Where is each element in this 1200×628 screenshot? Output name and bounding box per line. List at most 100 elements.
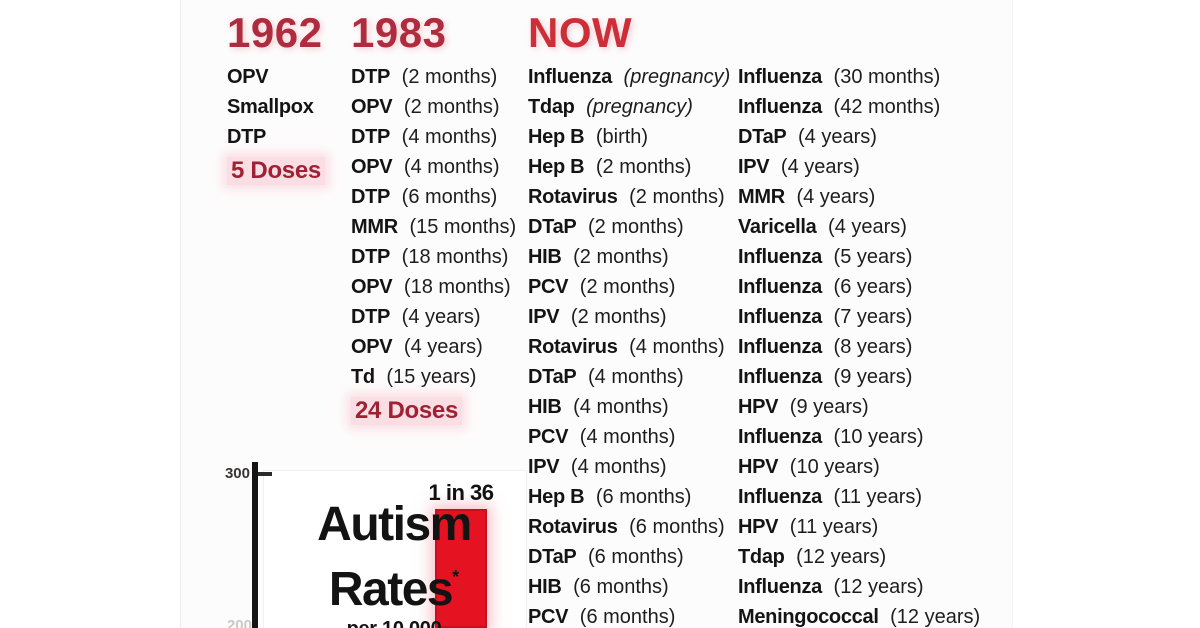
vaccine-name: Hep B — [528, 486, 585, 508]
vaccine-name: MMR — [738, 186, 785, 208]
vaccine-name: DTP — [351, 126, 391, 148]
vaccine-name: Tdap — [528, 96, 575, 118]
vaccine-name: Td — [351, 366, 375, 388]
vaccine-name: Influenza — [738, 96, 822, 118]
vaccine-row: HPV (10 years) — [738, 452, 980, 482]
vaccine-row: Influenza (9 years) — [738, 362, 980, 392]
vaccine-schedule: (4 years) — [403, 336, 483, 358]
vaccine-row: Rotavirus (6 months) — [528, 512, 730, 542]
vaccine-name: Influenza — [738, 246, 822, 268]
vaccine-row: Influenza (7 years) — [738, 302, 980, 332]
vaccine-list-1962: OPV Smallpox DTP — [227, 62, 325, 152]
vaccine-schedule: (11 years) — [833, 486, 923, 508]
vaccine-name: Influenza — [738, 276, 822, 298]
vaccine-row: Influenza (10 years) — [738, 422, 980, 452]
vaccine-name: HIB — [528, 396, 562, 418]
vaccine-schedule: (12 years) — [796, 546, 887, 568]
vaccine-schedule: (pregnancy) — [623, 66, 731, 88]
vaccine-row: HPV (9 years) — [738, 392, 980, 422]
vaccine-name: OPV — [227, 66, 269, 88]
column-now-2: Influenza (30 months) Influenza (42 mont… — [738, 62, 980, 628]
vaccine-name: Influenza — [738, 426, 822, 448]
vaccine-name: Rotavirus — [528, 336, 618, 358]
vaccine-schedule: (2 months) — [595, 156, 692, 178]
vaccine-schedule: (4 months) — [573, 396, 669, 418]
vaccine-schedule: (2 months) — [629, 186, 725, 208]
vaccine-name: DTaP — [738, 126, 787, 148]
vaccine-row: Tdap (12 years) — [738, 542, 980, 572]
vaccine-schedule: (4 months) — [588, 366, 684, 388]
vaccine-list-now-2: Influenza (30 months) Influenza (42 mont… — [738, 62, 980, 628]
vaccine-schedule: (4 years) — [796, 186, 876, 208]
vaccine-row: Influenza (5 years) — [738, 242, 980, 272]
vaccine-name: HPV — [738, 516, 779, 538]
vaccine-schedule: (4 years) — [828, 216, 907, 238]
vaccine-schedule: (4 months) — [570, 456, 667, 478]
vaccine-name: DTP — [351, 306, 391, 328]
vaccine-schedule: (2 months) — [588, 216, 684, 238]
vaccine-name: Influenza — [738, 66, 822, 88]
vaccine-name: Influenza — [738, 366, 822, 388]
vaccine-name: HIB — [528, 576, 562, 598]
vaccine-row: Influenza (pregnancy) — [528, 62, 730, 92]
vaccine-schedule: (18 months) — [401, 246, 509, 268]
chart-title-asterisk: * — [452, 567, 460, 587]
vaccine-row: OPV (4 months) — [351, 152, 516, 182]
vaccine-schedule: (6 months) — [595, 486, 692, 508]
chart-title-block: Autism Rates* per 10,000 — [265, 499, 523, 628]
vaccine-row: OPV (4 years) — [351, 332, 516, 362]
vaccine-row: Hep B (birth) — [528, 122, 730, 152]
vaccine-name: OPV — [351, 276, 393, 298]
vaccine-name: Hep B — [528, 126, 585, 148]
vaccine-schedule: (2 months) — [579, 276, 676, 298]
vaccine-schedule: (birth) — [595, 126, 649, 148]
vaccine-list-1983: DTP (2 months) OPV (2 months) DTP (4 mon… — [351, 62, 516, 392]
vaccine-name: Hep B — [528, 156, 585, 178]
vaccine-schedule: (6 months) — [629, 516, 725, 538]
vaccine-schedule: (42 months) — [833, 96, 941, 118]
vaccine-row: HIB (4 months) — [528, 392, 730, 422]
vaccine-schedule: (8 years) — [833, 336, 913, 358]
vaccine-row: Influenza (11 years) — [738, 482, 980, 512]
vaccine-schedule: (4 months) — [401, 126, 498, 148]
vaccine-name: OPV — [351, 336, 393, 358]
vaccine-row: HIB (2 months) — [528, 242, 730, 272]
vaccine-schedule: (15 years) — [386, 366, 477, 388]
chart-title-text: Rates — [328, 563, 454, 616]
vaccine-schedule: (pregnancy) — [586, 96, 693, 118]
vaccine-name: Influenza — [738, 306, 822, 328]
vaccine-name: OPV — [351, 96, 393, 118]
vaccine-row: Hep B (2 months) — [528, 152, 730, 182]
vaccine-row: IPV (2 months) — [528, 302, 730, 332]
vaccine-row: IPV (4 years) — [738, 152, 980, 182]
heading-1962: 1962 — [227, 9, 323, 56]
vaccine-schedule: (4 months) — [579, 426, 676, 448]
vaccine-name: Meningococcal — [738, 606, 879, 628]
vaccine-schedule: (6 years) — [833, 276, 913, 298]
vaccine-row: PCV (2 months) — [528, 272, 730, 302]
vaccine-row: MMR (15 months) — [351, 212, 516, 242]
vaccine-schedule: (2 months) — [401, 66, 498, 88]
vaccine-row: Influenza (42 months) — [738, 92, 980, 122]
vaccine-name: IPV — [738, 156, 770, 178]
vaccine-schedule: (30 months) — [833, 66, 941, 88]
vaccine-schedule: (18 months) — [403, 276, 511, 298]
y-axis-tick-300: 300 — [224, 465, 250, 482]
vaccine-row: IPV (4 months) — [528, 452, 730, 482]
vaccine-name: DTP — [351, 66, 391, 88]
vaccine-schedule: (4 months) — [403, 156, 500, 178]
vaccine-name: DTaP — [528, 546, 577, 568]
vaccine-name: Smallpox — [227, 96, 314, 118]
column-now-1: NOW Influenza (pregnancy) Tdap (pregnanc… — [528, 8, 730, 628]
vaccine-row: Influenza (30 months) — [738, 62, 980, 92]
vaccine-row: DTP (2 months) — [351, 62, 516, 92]
vaccine-row: DTaP (4 months) — [528, 362, 730, 392]
vaccine-row: DTP (18 months) — [351, 242, 516, 272]
autism-rate-bar — [435, 509, 487, 628]
vaccine-schedule: (2 months) — [570, 306, 667, 328]
heading-1983: 1983 — [351, 9, 447, 56]
chart-y-axis — [252, 462, 258, 628]
vaccine-name: Rotavirus — [528, 186, 618, 208]
column-1983: 1983 DTP (2 months) OPV (2 months) DTP (… — [351, 8, 516, 425]
